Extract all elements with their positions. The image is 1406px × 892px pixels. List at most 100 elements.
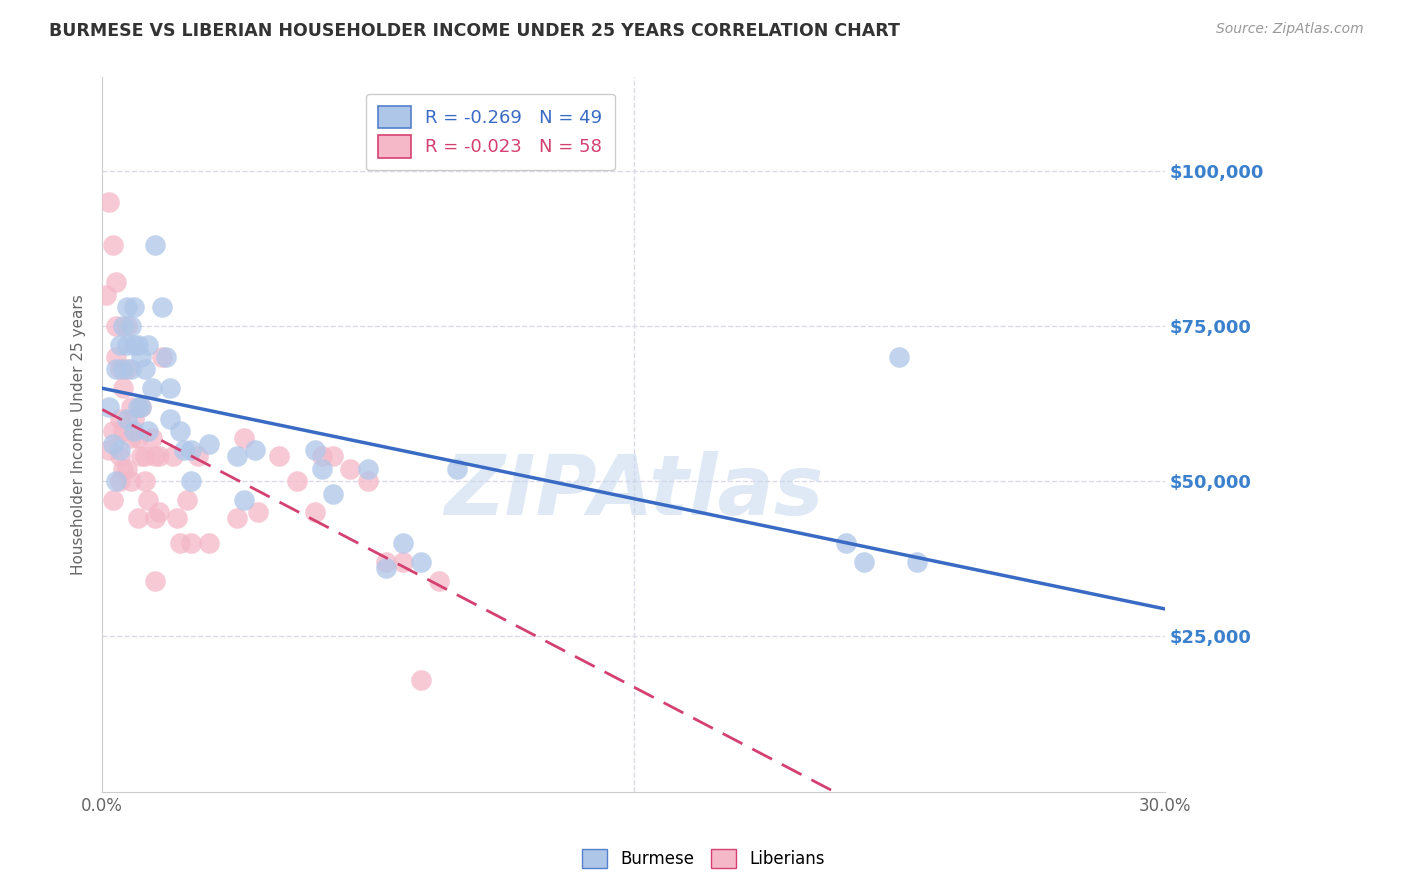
Point: [112, 318, 135, 333]
Point: [127, 337, 149, 351]
Point: [129, 450, 152, 464]
Point: [411, 673, 433, 687]
Point: [180, 536, 202, 550]
Point: [108, 474, 131, 488]
Point: [322, 486, 344, 500]
Point: [835, 536, 858, 550]
Point: [243, 443, 266, 458]
Point: [141, 431, 163, 445]
Point: [108, 337, 131, 351]
Point: [392, 555, 415, 569]
Point: [427, 574, 450, 588]
Point: [889, 350, 911, 364]
Point: [105, 318, 128, 333]
Point: [169, 536, 191, 550]
Point: [225, 450, 247, 464]
Point: [98, 400, 121, 414]
Point: [197, 437, 219, 451]
Legend: Burmese, Liberians: Burmese, Liberians: [575, 842, 831, 875]
Point: [311, 450, 333, 464]
Point: [134, 474, 156, 488]
Point: [108, 443, 131, 458]
Point: [101, 425, 124, 439]
Point: [166, 511, 188, 525]
Point: [120, 431, 142, 445]
Point: [339, 461, 361, 475]
Point: [225, 511, 247, 525]
Point: [115, 461, 138, 475]
Point: [162, 450, 184, 464]
Point: [94, 288, 117, 302]
Point: [446, 461, 468, 475]
Text: Source: ZipAtlas.com: Source: ZipAtlas.com: [1216, 22, 1364, 37]
Point: [120, 362, 142, 376]
Point: [108, 450, 131, 464]
Point: [152, 300, 174, 314]
Point: [101, 238, 124, 252]
Point: [143, 511, 166, 525]
Point: [374, 555, 396, 569]
Point: [322, 450, 344, 464]
Point: [136, 337, 159, 351]
Y-axis label: Householder Income Under 25 years: Householder Income Under 25 years: [72, 294, 86, 575]
Point: [127, 431, 149, 445]
Point: [101, 437, 124, 451]
Point: [152, 350, 174, 364]
Point: [173, 443, 195, 458]
Point: [134, 362, 156, 376]
Point: [233, 492, 256, 507]
Point: [136, 425, 159, 439]
Point: [112, 461, 135, 475]
Point: [143, 450, 166, 464]
Point: [148, 505, 170, 519]
Point: [285, 474, 308, 488]
Point: [143, 238, 166, 252]
Point: [247, 505, 270, 519]
Point: [357, 461, 380, 475]
Point: [120, 474, 142, 488]
Point: [392, 536, 415, 550]
Point: [105, 276, 128, 290]
Point: [122, 425, 145, 439]
Point: [112, 381, 135, 395]
Point: [134, 450, 156, 464]
Point: [180, 443, 202, 458]
Point: [311, 461, 333, 475]
Point: [105, 474, 128, 488]
Point: [108, 362, 131, 376]
Point: [115, 362, 138, 376]
Point: [197, 536, 219, 550]
Point: [105, 350, 128, 364]
Point: [187, 450, 209, 464]
Point: [115, 412, 138, 426]
Point: [233, 431, 256, 445]
Point: [155, 350, 177, 364]
Point: [411, 555, 433, 569]
Point: [169, 425, 191, 439]
Point: [374, 561, 396, 575]
Point: [129, 400, 152, 414]
Point: [180, 474, 202, 488]
Point: [129, 350, 152, 364]
Point: [115, 318, 138, 333]
Point: [269, 450, 291, 464]
Point: [127, 511, 149, 525]
Text: BURMESE VS LIBERIAN HOUSEHOLDER INCOME UNDER 25 YEARS CORRELATION CHART: BURMESE VS LIBERIAN HOUSEHOLDER INCOME U…: [49, 22, 900, 40]
Point: [108, 412, 131, 426]
Point: [112, 362, 135, 376]
Point: [101, 492, 124, 507]
Point: [115, 337, 138, 351]
Point: [853, 555, 876, 569]
Point: [115, 300, 138, 314]
Point: [120, 400, 142, 414]
Point: [120, 318, 142, 333]
Point: [159, 412, 181, 426]
Point: [148, 450, 170, 464]
Point: [122, 412, 145, 426]
Point: [304, 443, 326, 458]
Point: [105, 362, 128, 376]
Text: ZIPAtlas: ZIPAtlas: [444, 451, 824, 533]
Point: [98, 194, 121, 209]
Point: [127, 400, 149, 414]
Point: [304, 505, 326, 519]
